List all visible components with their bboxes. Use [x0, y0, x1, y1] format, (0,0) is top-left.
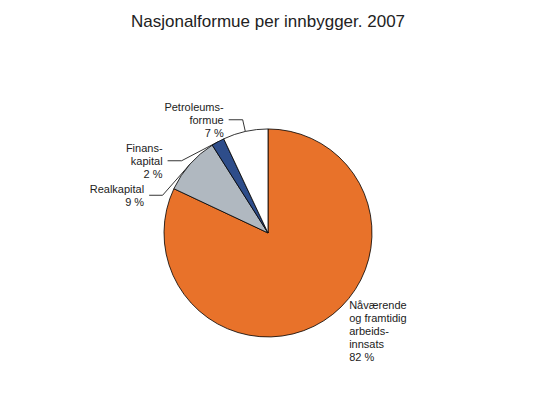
svg-text:innsats: innsats	[349, 338, 384, 350]
svg-text:Petroleums-: Petroleums-	[164, 101, 224, 113]
svg-text:9 %: 9 %	[125, 196, 144, 208]
svg-text:formue: formue	[189, 114, 223, 126]
svg-text:82 %: 82 %	[349, 351, 374, 363]
svg-text:og framtidig: og framtidig	[349, 312, 406, 324]
svg-text:Nasjonalformue per innbygger.: Nasjonalformue per innbygger. 2007	[131, 12, 405, 31]
svg-text:Realkapital: Realkapital	[90, 183, 144, 195]
svg-text:kapital: kapital	[131, 155, 163, 167]
svg-text:Finans-: Finans-	[126, 142, 163, 154]
svg-text:2 %: 2 %	[144, 168, 163, 180]
svg-text:arbeids-: arbeids-	[349, 325, 389, 337]
svg-text:Nåværende: Nåværende	[349, 299, 406, 311]
svg-text:7 %: 7 %	[205, 127, 224, 139]
